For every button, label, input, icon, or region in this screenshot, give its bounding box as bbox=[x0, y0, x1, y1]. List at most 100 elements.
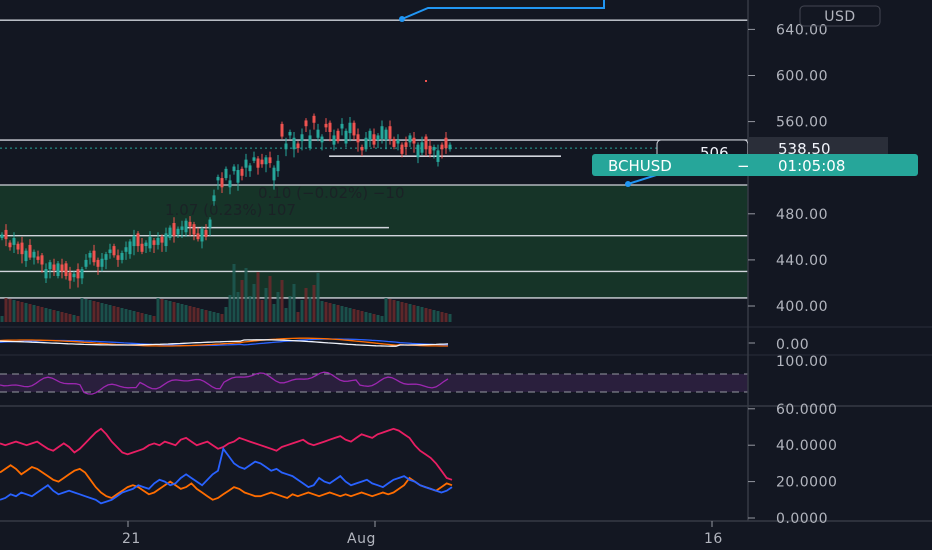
volume-bar-61 bbox=[244, 268, 248, 322]
candle-body-55 bbox=[220, 178, 224, 188]
candle-body-46 bbox=[184, 220, 188, 233]
candle-body-80 bbox=[320, 136, 324, 143]
candle-body-111 bbox=[444, 137, 448, 149]
candle-body-31 bbox=[124, 247, 128, 252]
volume-bar-64 bbox=[256, 272, 260, 322]
candle-body-56 bbox=[224, 168, 228, 179]
candle-body-24 bbox=[96, 259, 100, 267]
dmi-pane bbox=[0, 427, 453, 505]
volume-bar-26 bbox=[104, 304, 108, 322]
candle-body-16 bbox=[64, 263, 68, 277]
volume-bar-20 bbox=[80, 298, 84, 322]
candle-body-43 bbox=[172, 223, 176, 236]
candle-body-3 bbox=[12, 238, 16, 245]
candle-body-0 bbox=[0, 234, 4, 239]
rsi-line bbox=[0, 371, 449, 395]
time-tick-aug: Aug bbox=[347, 531, 376, 547]
candle-body-6 bbox=[24, 250, 28, 262]
candle-body-95 bbox=[380, 126, 384, 139]
candle-body-12 bbox=[48, 262, 52, 270]
candle-body-83 bbox=[332, 135, 336, 145]
dmi-line-2 bbox=[0, 446, 453, 505]
volume-bar-57 bbox=[228, 295, 232, 322]
volume-bar-5 bbox=[20, 302, 24, 322]
volume-bar-92 bbox=[368, 313, 372, 322]
candle-body-28 bbox=[112, 246, 116, 256]
volume-bar-32 bbox=[128, 310, 132, 322]
volume-bar-95 bbox=[380, 316, 384, 322]
volume-bar-108 bbox=[432, 310, 436, 322]
candle-body-84 bbox=[336, 130, 340, 142]
volume-bar-8 bbox=[32, 305, 36, 322]
candle-body-106 bbox=[424, 136, 428, 150]
candle-body-5 bbox=[20, 242, 24, 255]
candle-body-1 bbox=[4, 229, 8, 240]
candle-body-54 bbox=[216, 176, 220, 181]
volume-bar-69 bbox=[276, 292, 280, 322]
volume-bar-74 bbox=[296, 312, 300, 322]
candle-body-64 bbox=[256, 158, 260, 168]
volume-bar-6 bbox=[24, 303, 28, 322]
volume-bar-96 bbox=[384, 298, 388, 322]
candle-body-101 bbox=[404, 142, 408, 147]
osc-line-orange bbox=[0, 337, 448, 347]
ghost-label-1: 0.10 (−0.02%) −10 bbox=[258, 184, 405, 202]
candle-body-69 bbox=[276, 160, 280, 172]
candle-body-51 bbox=[204, 229, 208, 237]
price-tick-label-2: 560.00 bbox=[776, 115, 828, 131]
candle-body-107 bbox=[428, 145, 432, 154]
currency-badge[interactable] bbox=[799, 5, 881, 27]
candle-body-60 bbox=[240, 168, 244, 176]
volume-bar-50 bbox=[200, 309, 204, 322]
volume-bar-97 bbox=[388, 299, 392, 322]
candle-body-92 bbox=[368, 130, 372, 141]
candle-body-82 bbox=[328, 122, 332, 132]
candle-body-73 bbox=[292, 137, 296, 150]
candle-body-19 bbox=[76, 269, 80, 279]
candle-body-34 bbox=[136, 233, 140, 247]
volume-bar-82 bbox=[328, 303, 332, 322]
volume-bar-46 bbox=[184, 305, 188, 322]
dmi-line-0 bbox=[0, 427, 453, 481]
volume-bar-83 bbox=[332, 304, 336, 322]
candle-body-94 bbox=[376, 135, 380, 141]
candle-body-42 bbox=[168, 227, 172, 239]
last-price-value: 538.50 bbox=[778, 140, 831, 158]
ghost-label-2: 1.07 (0.23%) 107 bbox=[165, 201, 296, 219]
volume-bar-70 bbox=[280, 280, 284, 322]
time-tick-16: 16 bbox=[704, 531, 723, 547]
candle-body-10 bbox=[40, 255, 44, 265]
volume-bar-65 bbox=[260, 300, 264, 322]
volume-bar-81 bbox=[324, 302, 328, 322]
volume-bar-76 bbox=[304, 288, 308, 322]
osc-axis-label: 0.00 bbox=[776, 337, 809, 353]
volume-bar-25 bbox=[100, 303, 104, 322]
time-tick-21: 21 bbox=[122, 531, 141, 547]
volume-bar-2 bbox=[8, 299, 12, 322]
volume-bar-27 bbox=[108, 305, 112, 322]
volume-bar-36 bbox=[144, 314, 148, 322]
volume-bar-79 bbox=[316, 273, 320, 322]
volume-bar-75 bbox=[300, 300, 304, 322]
candle-body-25 bbox=[100, 258, 104, 267]
volume-bar-21 bbox=[84, 299, 88, 322]
candle-body-20 bbox=[80, 269, 84, 279]
candle-body-90 bbox=[360, 146, 364, 151]
dmi-tick-label-1: 40.0000 bbox=[776, 438, 837, 454]
trend-segments bbox=[187, 155, 561, 229]
candle-body-63 bbox=[252, 157, 256, 161]
volume-bar-44 bbox=[176, 303, 180, 322]
volume-bars bbox=[0, 264, 452, 322]
candle-body-97 bbox=[388, 126, 392, 139]
candle-body-48 bbox=[192, 224, 196, 235]
currency-label: USD bbox=[824, 9, 855, 25]
volume-bar-99 bbox=[396, 301, 400, 322]
candle-body-26 bbox=[104, 254, 108, 260]
candle-body-109 bbox=[436, 150, 440, 162]
volume-bar-17 bbox=[68, 314, 72, 322]
candle-body-2 bbox=[8, 242, 12, 248]
countdown: 01:05:08 bbox=[778, 157, 845, 175]
candle-body-59 bbox=[236, 170, 240, 183]
volume-bar-68 bbox=[272, 304, 276, 322]
